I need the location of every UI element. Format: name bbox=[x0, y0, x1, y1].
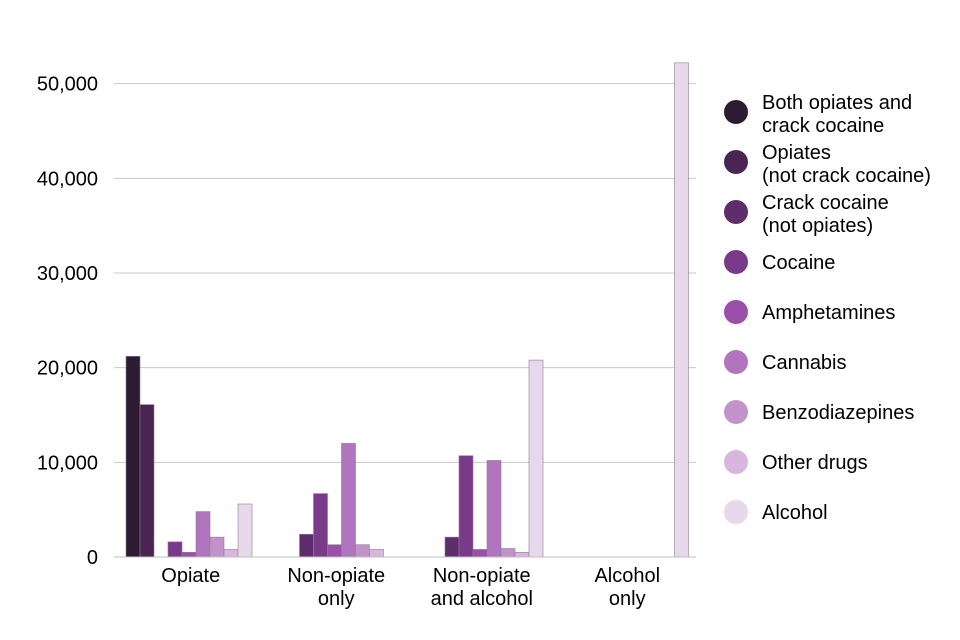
bar bbox=[674, 62, 689, 558]
axes: 0 10,000 20,000 30,000 40,000 50,000 Opiate Non… bbox=[37, 74, 696, 610]
x-tick-label: Non-opiate bbox=[287, 565, 385, 587]
legend-label: Cannabis bbox=[762, 352, 847, 374]
legend-swatch bbox=[724, 200, 748, 224]
bar bbox=[209, 536, 225, 558]
legend-label: Amphetamines bbox=[762, 302, 895, 324]
x-tick-label: only bbox=[318, 588, 355, 610]
bar bbox=[139, 404, 155, 558]
legend-swatch bbox=[724, 300, 748, 324]
bar bbox=[223, 549, 239, 558]
bar bbox=[472, 549, 488, 558]
bar bbox=[514, 551, 530, 558]
legend-label: Opiates bbox=[762, 142, 831, 164]
legend-swatch bbox=[724, 250, 748, 274]
legend-label: crack cocaine bbox=[762, 115, 884, 137]
bar bbox=[125, 356, 141, 558]
legend-swatch bbox=[724, 350, 748, 374]
x-tick-label: Non-opiate bbox=[433, 565, 531, 587]
legend-swatch bbox=[724, 150, 748, 174]
bar bbox=[500, 548, 516, 558]
x-tick-label: only bbox=[609, 588, 646, 610]
y-tick-label: 10,000 bbox=[37, 452, 98, 474]
bar bbox=[195, 511, 211, 558]
legend-label: Alcohol bbox=[762, 502, 828, 524]
bar bbox=[341, 443, 356, 558]
legend-label: Both opiates and bbox=[762, 92, 912, 114]
bar bbox=[299, 533, 314, 558]
gridlines bbox=[114, 83, 696, 463]
y-tick-label: 40,000 bbox=[37, 168, 98, 190]
y-tick-label: 50,000 bbox=[37, 74, 98, 96]
y-tick-label: 20,000 bbox=[37, 358, 98, 380]
bar bbox=[167, 541, 183, 558]
x-tick-label: and alcohol bbox=[431, 588, 533, 610]
legend-label: (not crack cocaine) bbox=[762, 165, 931, 187]
legend-swatch bbox=[724, 450, 748, 474]
legend-label: Crack cocaine bbox=[762, 192, 889, 214]
legend-label: Benzodiazepines bbox=[762, 402, 914, 424]
legend-label: (not opiates) bbox=[762, 215, 873, 237]
legend-swatch bbox=[724, 400, 748, 424]
bar bbox=[528, 359, 544, 558]
legend-label: Cocaine bbox=[762, 252, 835, 274]
bar bbox=[327, 544, 342, 558]
legend-swatch bbox=[724, 500, 748, 524]
y-tick-label: 30,000 bbox=[37, 263, 98, 285]
bar bbox=[237, 503, 253, 558]
bar bbox=[444, 536, 460, 558]
bar bbox=[486, 460, 502, 558]
bar bbox=[369, 549, 384, 558]
bar bbox=[355, 544, 370, 558]
bar bbox=[458, 455, 474, 558]
y-tick-label: 0 bbox=[87, 547, 98, 569]
legend-swatch bbox=[724, 100, 748, 124]
x-tick-label: Alcohol bbox=[594, 565, 660, 587]
bar bbox=[313, 493, 328, 558]
bar bbox=[181, 551, 197, 558]
x-tick-label: Opiate bbox=[161, 565, 220, 587]
legend-label: Other drugs bbox=[762, 452, 868, 474]
bars bbox=[125, 62, 689, 558]
